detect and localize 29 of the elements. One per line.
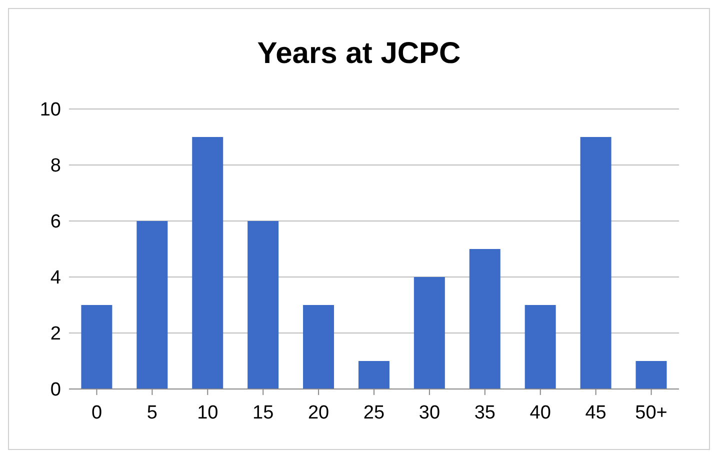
x-tick-label: 10 (197, 402, 218, 424)
x-tick-label: 45 (585, 402, 606, 424)
y-tick-label: 6 (50, 212, 61, 233)
y-tick-label: 4 (50, 268, 62, 289)
x-tick-label: 50+ (635, 402, 668, 424)
bar (580, 137, 612, 389)
y-tick-label: 8 (50, 156, 61, 177)
x-tick-label: 20 (308, 402, 330, 424)
x-tick-label: 35 (474, 402, 496, 424)
y-tick-label: 0 (50, 380, 61, 401)
bar (414, 277, 445, 389)
bar (636, 361, 667, 389)
bar (248, 221, 279, 389)
bar (81, 305, 112, 389)
x-tick-label: 40 (530, 402, 551, 424)
x-tick-label: 15 (252, 402, 274, 424)
y-tick-label: 2 (50, 324, 61, 345)
chart-title: Years at JCPC (256, 36, 462, 72)
x-tick-label: 0 (91, 402, 102, 424)
bar (303, 305, 334, 389)
x-tick-label: 5 (146, 402, 158, 424)
bar (192, 137, 224, 389)
bar (469, 249, 500, 389)
bar (524, 305, 556, 389)
bar (136, 221, 168, 389)
x-tick-label: 25 (363, 402, 385, 424)
x-tick-label: 30 (418, 402, 440, 424)
bar (358, 361, 390, 389)
y-tick-label: 10 (40, 100, 61, 121)
